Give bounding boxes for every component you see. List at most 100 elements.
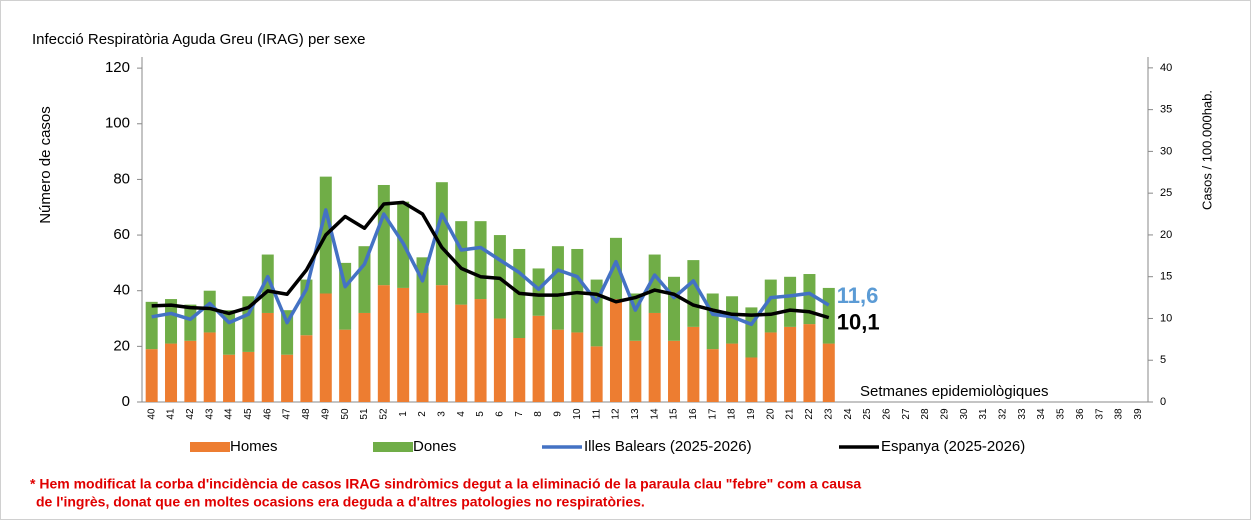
x-tick-label: 48 [301,408,312,420]
x-tick-label: 6 [495,411,506,417]
y-tick-label: 100 [105,115,130,132]
bar [551,246,564,330]
bar [571,248,584,333]
value-label: 10,1 [837,309,880,334]
x-tick-label: 15 [669,408,680,420]
bar [609,299,622,402]
x-tick-label: 44 [224,408,235,420]
x-tick-label: 27 [901,408,912,420]
y2-tick-label: 15 [1160,271,1172,283]
bar [803,324,816,402]
x-tick-label: 43 [204,408,215,420]
bar [532,315,545,402]
x-tick-label: 10 [572,408,583,420]
x-tick-label: 47 [282,408,293,420]
y2-tick-label: 25 [1160,187,1172,199]
x-tick-label: 34 [1036,408,1047,420]
bar [687,326,700,402]
bar [513,338,526,402]
bar [184,304,197,341]
x-tick-label: 39 [1133,408,1144,420]
line-series [151,208,830,327]
x-tick-label: 45 [243,408,254,420]
bar [300,335,313,402]
x-tick-label: 29 [940,408,951,420]
x-tick-label: 26 [881,408,892,420]
x-tick-label: 40 [146,408,157,420]
y2-tick-label: 20 [1160,229,1172,241]
bar [165,299,178,344]
y-tick-label: 40 [113,282,130,299]
bar [551,329,564,402]
y2-tick-label: 35 [1160,104,1172,116]
x-tick-label: 31 [978,408,989,420]
bar [416,312,429,402]
x-tick-label: 42 [185,408,196,420]
x-tick-label: 41 [166,408,177,420]
y2-axis-label: Casos / 100.000hab. [1199,90,1214,210]
bar [745,357,758,402]
bar [435,182,448,286]
x-tick-label: 38 [1114,408,1125,420]
bar [281,354,294,402]
x-tick-label: 49 [320,408,331,420]
bar [145,301,158,350]
x-tick-label: 1 [398,411,409,417]
x-tick-label: 19 [746,408,757,420]
bar [435,285,448,402]
legend-swatch [373,442,413,452]
bar [145,349,158,402]
bar [319,293,332,402]
x-tick-label: 14 [649,408,660,420]
x-tick-label: 5 [475,411,486,417]
bar [281,310,294,355]
x-tick-label: 30 [959,408,970,420]
footnote: de l'ingrès, donat que en moltes ocasion… [36,494,645,510]
bar [203,290,216,333]
bar [784,276,797,327]
y2-tick-label: 10 [1160,312,1172,324]
bar [726,296,739,344]
x-tick-label: 35 [1056,408,1067,420]
bar [629,340,642,402]
bar [726,343,739,402]
x-axis-label: Setmanes epidemiològiques [860,383,1048,400]
x-tick-label: 24 [843,408,854,420]
bar [493,318,506,402]
bar [358,246,371,313]
bar [706,293,719,350]
line-series [151,200,830,320]
x-tick-label: 4 [456,411,467,417]
bar [455,304,468,402]
bar [648,254,661,313]
x-tick-label: 17 [707,408,718,420]
bar [803,274,816,325]
bar [706,349,719,402]
legend-swatch [190,442,230,452]
x-tick-label: 46 [262,408,273,420]
bar [261,254,274,313]
chart-title: Infecció Respiratòria Aguda Greu (IRAG) … [32,31,366,48]
x-tick-label: 36 [1075,408,1086,420]
x-tick-label: 51 [359,408,370,420]
bar [764,332,777,402]
x-tick-label: 16 [688,408,699,420]
x-tick-label: 22 [804,408,815,420]
bar [474,221,487,300]
x-tick-label: 50 [340,408,351,420]
bar [358,312,371,402]
x-tick-label: 21 [785,408,796,420]
x-tick-label: 52 [378,408,389,420]
value-label: 11,6 [837,283,879,308]
y2-tick-label: 0 [1160,396,1166,408]
bar [377,285,390,402]
y-tick-label: 20 [113,337,130,354]
x-tick-label: 2 [417,411,428,417]
bar [223,354,236,402]
bar [648,312,661,402]
y-axis-label: Número de casos [37,106,54,224]
x-tick-label: 23 [823,408,834,420]
legend-label: Illes Balears (2025-2026) [584,438,752,455]
x-tick-label: 7 [514,411,525,417]
